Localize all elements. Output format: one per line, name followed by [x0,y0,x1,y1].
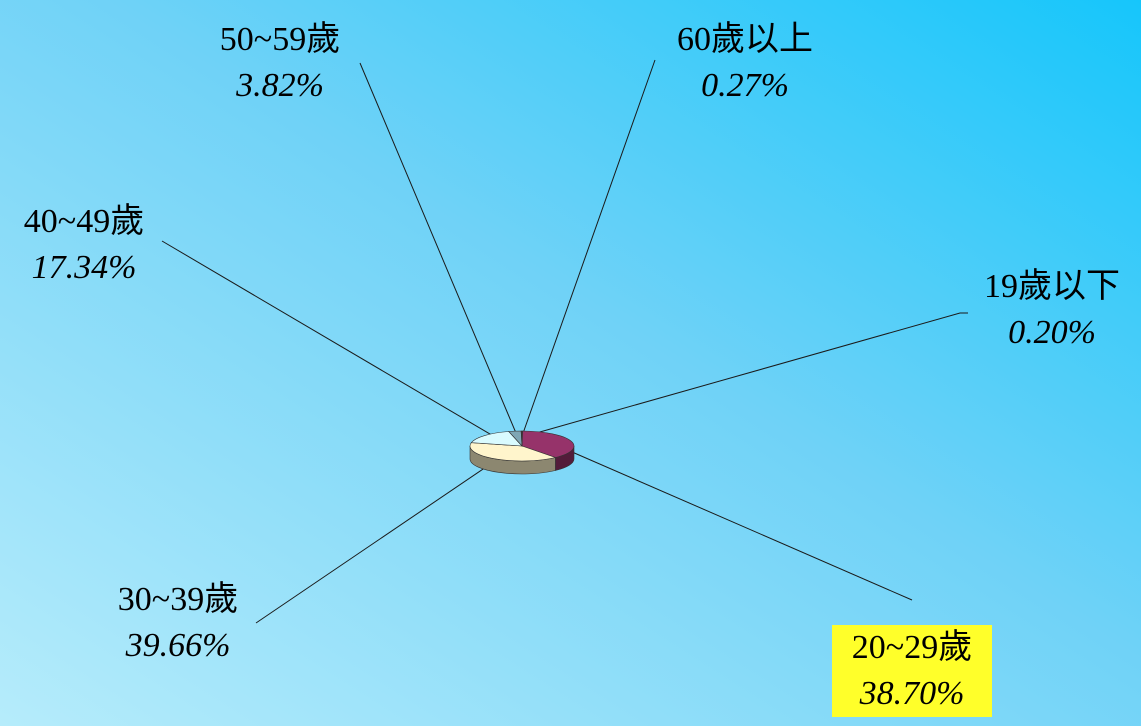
pie [469,430,575,475]
label-50-59: 50~59歲 3.82% [200,17,360,109]
label-under-19: 19歲以下 0.20% [962,264,1141,356]
label-60-plus-name: 60歲以上 [677,21,813,58]
label-40-49: 40~49歲 17.34% [4,199,164,291]
label-40-49-name: 40~49歲 [23,203,145,240]
leader-line-2 [255,453,506,624]
label-30-39: 30~39歲 39.66% [98,577,258,669]
leader-lines [161,59,968,624]
pie-top [469,430,575,462]
leader-line-0 [522,312,968,438]
pie-slice-3 [470,431,523,447]
pie-slice-2 [469,442,557,462]
label-20-29-name: 20~29歲 [832,625,992,671]
label-20-29: 20~29歲 38.70% [832,625,992,717]
label-under-19-value: 0.20% [1008,314,1096,351]
leader-line-4 [359,62,519,438]
pie-slice-1 [521,430,575,458]
label-50-59-name: 50~59歲 [219,21,341,58]
leader-line-5 [521,59,656,438]
label-40-49-value: 17.34% [31,249,137,286]
label-60-plus-value: 0.27% [701,67,789,104]
pie-slice-5 [520,430,523,447]
leader-line-3 [161,240,500,441]
label-under-19-name: 19歲以下 [984,268,1120,305]
label-50-59-value: 3.82% [236,67,324,104]
label-20-29-value: 38.70% [832,671,992,717]
label-60-plus: 60歲以上 0.27% [652,17,838,109]
label-30-39-value: 39.66% [125,627,231,664]
label-30-39-name: 30~39歲 [117,581,239,618]
leader-line-1 [551,442,913,601]
